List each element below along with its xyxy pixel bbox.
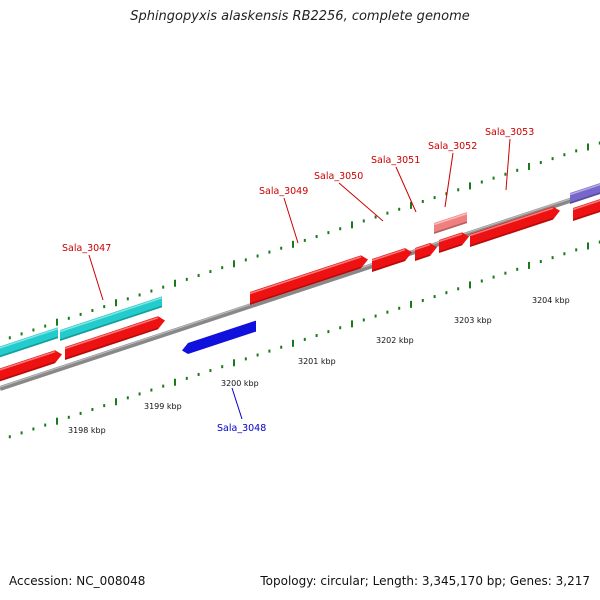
map-title: Sphingopyxis alaskensis RB2256, complete… <box>130 9 470 24</box>
tick-label: 3203 kbp <box>454 316 492 325</box>
forward-gene-arrow <box>470 206 560 247</box>
gene-label: Sala_3049 <box>259 186 308 197</box>
gene-labels: Sala_3047 Sala_3048 Sala_3049 Sala_3050 Sala… <box>62 127 534 434</box>
forward-gene-arrow <box>0 350 62 382</box>
genome-summary-text: Topology: circular; Length: 3,345,170 bp… <box>260 574 590 588</box>
accession-text: Accession: NC_008048 <box>9 574 146 588</box>
forward-gene-arrow <box>415 243 437 261</box>
gene-leader-line <box>231 387 243 420</box>
tick-label: 3198 kbp <box>68 426 106 435</box>
gene-leader-line <box>88 254 104 301</box>
gene-leader-line <box>283 197 299 244</box>
gene-label: Sala_3051 <box>371 155 420 166</box>
tick-label: 3201 kbp <box>298 357 336 366</box>
tick-label: 3199 kbp <box>144 402 182 411</box>
forward-gene-arrow <box>573 199 600 221</box>
tick-label: 3204 kbp <box>532 296 570 305</box>
tick-label: 3202 kbp <box>376 336 414 345</box>
forward-gene-arrow <box>439 232 469 253</box>
cds-feature <box>60 296 162 341</box>
gene-label: Sala_3050 <box>314 171 363 182</box>
gene-label: Sala_3048 <box>217 423 266 434</box>
gene-leader-line <box>395 166 417 213</box>
reverse-gene-arrow <box>182 320 256 355</box>
backbone-line <box>0 188 600 391</box>
gene-leader-line <box>444 152 454 208</box>
gene-label: Sala_3052 <box>428 141 477 152</box>
forward-gene-arrow <box>250 255 368 305</box>
cds-feature <box>0 327 58 358</box>
forward-gene-arrow <box>65 316 165 360</box>
gene-leader-line <box>505 138 511 191</box>
feature-track <box>0 183 600 382</box>
gene-leader-line <box>338 182 384 222</box>
light-feature <box>434 212 467 234</box>
forward-gene-arrow <box>372 248 412 272</box>
gene-label: Sala_3053 <box>485 127 534 138</box>
tick-label: 3200 kbp <box>221 379 259 388</box>
upper-scale-ticks <box>8 141 600 340</box>
gene-label: Sala_3047 <box>62 243 111 254</box>
purple-feature <box>570 183 600 204</box>
